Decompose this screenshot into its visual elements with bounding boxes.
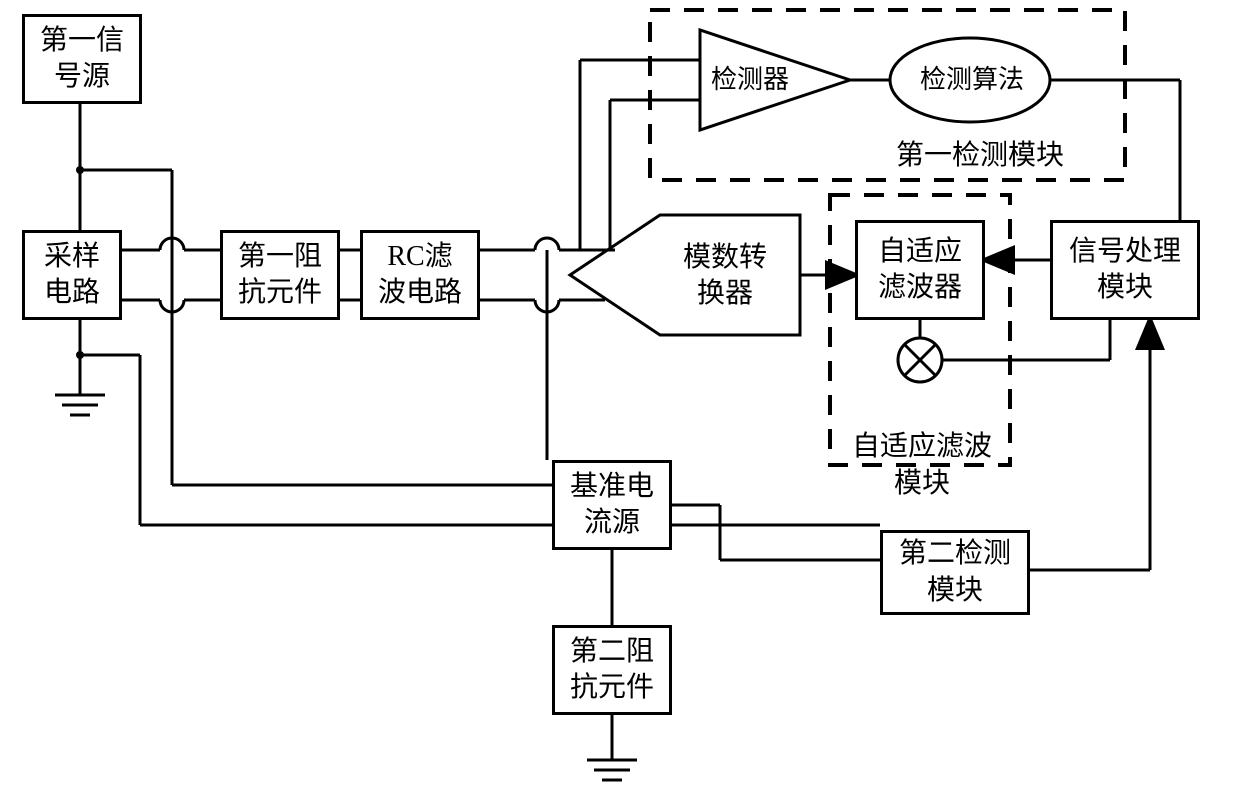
label: 第二阻抗元件 <box>570 634 654 707</box>
detector-label: 检测器 <box>705 63 795 97</box>
block-impedance-2: 第二阻抗元件 <box>552 625 672 715</box>
label: RC滤波电路 <box>378 239 462 312</box>
adc-label: 模数转换器 <box>660 240 790 313</box>
adaptive-filter-module-label: 自适应滤波模块 <box>842 393 1002 502</box>
label: 采样电路 <box>44 239 100 312</box>
label: 第一信号源 <box>40 23 124 96</box>
diagram-canvas: 第一信号源 采样电路 第一阻抗元件 RC滤波电路 自适应滤波器 信号处理模块 基… <box>0 0 1240 806</box>
block-rc-filter: RC滤波电路 <box>360 230 480 320</box>
detection-module-1-label: 第一检测模块 <box>870 138 1090 174</box>
label: 信号处理模块 <box>1069 234 1181 307</box>
block-sampling-circuit: 采样电路 <box>22 230 122 320</box>
label: 基准电流源 <box>570 469 654 542</box>
label: 第二检测模块 <box>899 536 1011 609</box>
label: 自适应滤波器 <box>878 234 962 307</box>
block-reference-current-source: 基准电流源 <box>552 460 672 550</box>
block-adaptive-filter: 自适应滤波器 <box>855 220 985 320</box>
block-signal-processing: 信号处理模块 <box>1050 220 1200 320</box>
detection-algorithm-label: 检测算法 <box>912 63 1032 97</box>
block-impedance-1: 第一阻抗元件 <box>220 230 340 320</box>
block-signal-source-1: 第一信号源 <box>22 14 142 104</box>
mixer-circle <box>898 338 942 382</box>
block-detection-module-2: 第二检测模块 <box>880 530 1030 615</box>
label: 第一阻抗元件 <box>238 239 322 312</box>
